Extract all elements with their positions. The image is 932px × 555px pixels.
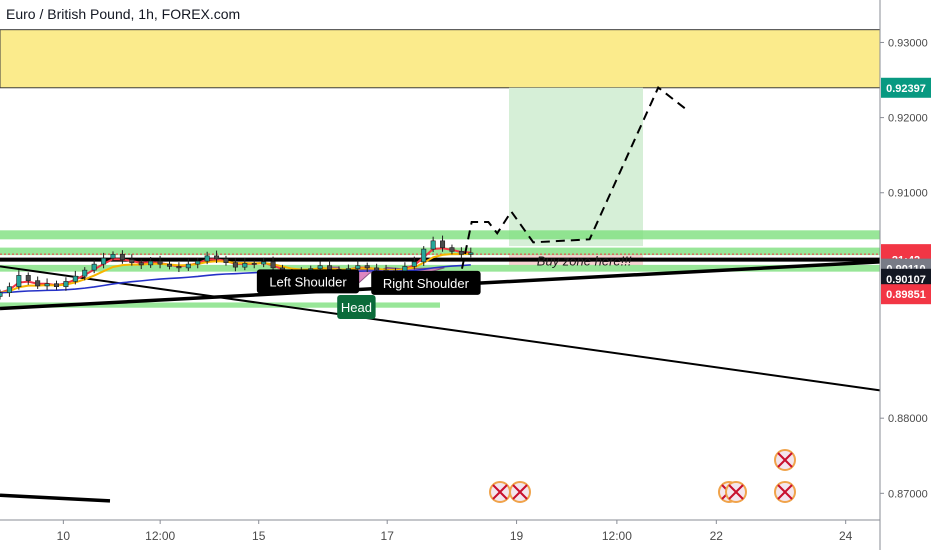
candle-body <box>251 263 257 265</box>
candle-body <box>185 263 191 269</box>
candle-body <box>110 254 116 259</box>
candle-body <box>35 280 41 287</box>
candle-body <box>166 263 172 267</box>
candle-body <box>421 248 427 263</box>
candle-body <box>119 254 125 260</box>
candle-body <box>82 269 88 277</box>
candle-body <box>364 265 370 269</box>
candle-body <box>440 240 446 248</box>
candle-body <box>25 275 31 281</box>
x-tick-label: 12:00 <box>145 529 175 543</box>
annotation-box <box>337 294 376 319</box>
event-flag-icon-cross <box>728 484 744 500</box>
chart-title: Euro / British Pound, 1h, FOREX.com <box>6 6 241 22</box>
candle-body <box>129 259 135 263</box>
candle-body <box>317 265 323 269</box>
candle-body <box>355 265 361 269</box>
candle-body <box>101 257 107 265</box>
candle-body <box>232 262 238 268</box>
candle-body <box>411 261 417 267</box>
price-label: 0.90107 <box>886 274 926 286</box>
event-flag-icon-cross <box>777 484 793 500</box>
candle-body <box>195 260 201 265</box>
x-tick-label: 17 <box>381 529 395 543</box>
lower-line <box>0 493 111 503</box>
y-tick-label: 0.87000 <box>888 488 928 500</box>
x-tick-label: 24 <box>839 529 853 543</box>
price-label-bg <box>881 284 931 305</box>
candle-body <box>261 261 267 265</box>
event-flag-icon-cross <box>777 452 793 468</box>
y-tick-label: 0.93000 <box>888 37 928 49</box>
support-band <box>0 247 880 256</box>
event-flag-icon-cross <box>512 484 528 500</box>
candle-body <box>449 247 455 252</box>
falling-trendline <box>0 265 881 392</box>
candle-body <box>138 262 144 266</box>
candle-body <box>402 266 408 272</box>
event-flag-icon-cross <box>492 484 508 500</box>
candle-body <box>44 283 50 287</box>
candle-body <box>63 281 69 287</box>
candle-body <box>72 275 78 282</box>
candle-body <box>204 255 210 262</box>
y-tick-label: 0.91000 <box>888 188 928 200</box>
candle-body <box>242 263 248 268</box>
candle-body <box>430 240 436 250</box>
candle-body <box>458 251 464 255</box>
candle-body <box>214 255 220 260</box>
annotation-label: Buy zone here!!! <box>537 253 632 268</box>
x-tick-label: 12:00 <box>602 529 632 543</box>
candle-body <box>157 260 163 265</box>
candle-body <box>6 286 12 293</box>
zone-resistance <box>0 29 881 89</box>
support-band <box>0 230 880 240</box>
annotation-label: Head <box>341 300 372 315</box>
candle-body <box>0 292 3 297</box>
support-band <box>0 302 440 308</box>
candle-body <box>91 263 97 271</box>
price-label-bg <box>881 77 931 98</box>
x-tick-label: 19 <box>510 529 524 543</box>
annotation-label: Left Shoulder <box>269 274 347 289</box>
candle-body <box>223 258 229 263</box>
candle-body <box>148 260 154 266</box>
x-tick-label: 10 <box>57 529 71 543</box>
annotation-box <box>256 269 360 294</box>
x-tick-label: 15 <box>252 529 266 543</box>
candle-body <box>16 275 22 287</box>
annotation-box <box>371 270 481 295</box>
price-label: 0.92397 <box>886 83 926 95</box>
candle-body <box>53 283 59 287</box>
projection-path <box>461 85 690 269</box>
price-label-bg <box>881 268 931 289</box>
candle-body <box>176 266 182 269</box>
candle-body <box>468 252 474 255</box>
candle-body <box>374 267 380 271</box>
candle-body <box>270 261 276 269</box>
x-tick-label: 22 <box>710 529 724 543</box>
price-label: 0.89851 <box>886 289 926 301</box>
candle-body <box>327 265 333 270</box>
y-tick-label: 0.88000 <box>888 413 928 425</box>
y-tick-label: 0.92000 <box>888 113 928 125</box>
zone-target <box>509 87 643 247</box>
annotation-label: Right Shoulder <box>383 276 470 291</box>
